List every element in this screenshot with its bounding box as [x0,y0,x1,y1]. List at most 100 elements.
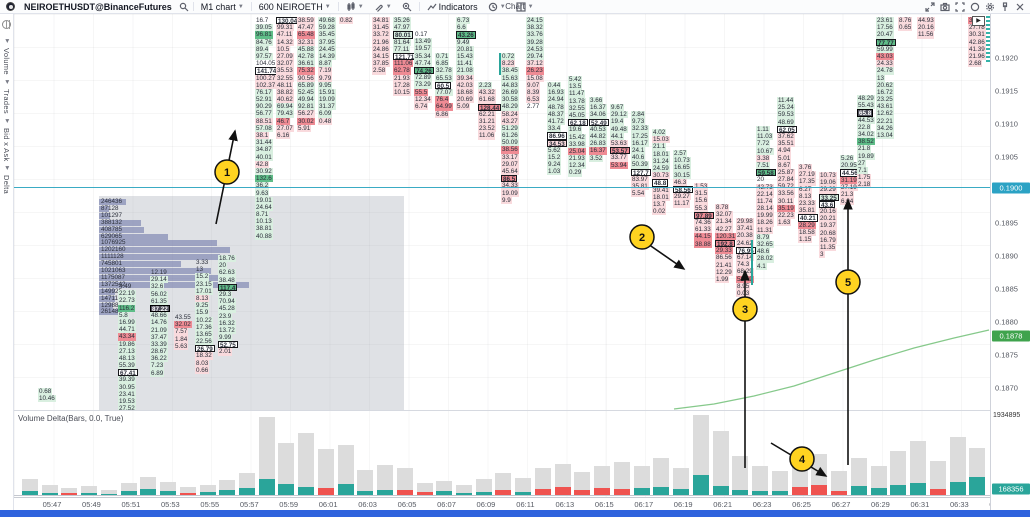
footprint-cell: 5.54 [631,190,646,198]
footprint-cell: 33.98 [568,140,586,148]
footprint-cell: 13.49 [414,38,432,46]
footprint-cell: 97.57 [255,52,273,61]
footprint-cell: 11.56 [917,31,935,39]
svg-text:3: 3 [742,304,748,316]
price-axis[interactable]: 0.1900 0.1878 1934895 168356 0.1920 0.191… [990,14,1030,510]
footprint-cell: 11.44 [777,97,795,105]
volume-profile-bar [99,240,217,247]
footprint-cell: 40.88 [255,232,273,240]
globe-icon[interactable] [2,20,11,29]
indicators-button[interactable]: Indicators [424,1,481,13]
footprint-cell: 31.21 [478,117,496,126]
footprint-cell: 48.69 [777,118,795,126]
footprint-cell: 2.01 [218,348,233,356]
footprint-cell: 32.31 [297,38,315,46]
gear-icon[interactable] [985,2,995,12]
footprint-cell: 16.37 [589,104,607,112]
pin-icon[interactable] [1000,1,1010,12]
alert-button[interactable]: ▼ [485,1,509,13]
draw-tool-button[interactable]: ▼ [371,1,395,13]
annotation-circle-4[interactable]: 4 [789,446,815,472]
footprint-cell: 20.21 [819,215,837,223]
footprint-cell: 8.67 [777,161,792,169]
footprint-cell: 61.26 [501,132,519,140]
footprint-cell: 2.23 [478,82,493,90]
footprint-cell: 12.29 [715,268,733,276]
footprint-cell: 2.18 [857,181,872,189]
footprint-cell: 34.06 [589,111,607,119]
chart-type-button[interactable]: ▼ [343,1,367,13]
time-axis[interactable]: 05:47 05:49 05:51 05:53 05:55 05:57 05:59 06:01… [14,497,1008,510]
price-tick-label: 0.1890 [995,251,1018,261]
fullscreen-icon[interactable] [955,1,965,12]
footprint-cell: 18.32 [195,352,213,360]
footprint-cell: 3 [968,17,974,25]
contract-button[interactable]: 600 NEIROETH ▼ [258,1,331,12]
zoom-in-button[interactable] [399,1,415,13]
footprint-cell: 40.6 [631,154,646,162]
footprint-cell: 33.25 [819,193,839,202]
chart-area[interactable]: ▶ 246436 87128 101297 388132 408785 629065 107… [14,14,1008,510]
footprint-cell: 11.47 [568,90,586,98]
footprint-cell: 15.03 [652,136,670,144]
footprint-cell: 57.08 [255,124,273,132]
delta-volume-bar [515,478,531,495]
sidebar-item-trades[interactable]: Trades [2,88,11,114]
footprint-column: 23.61 17.56 20.47 77.77 59.99 43.03 24.33 24.78… [876,17,896,140]
footprint-cell: 33.72 [372,31,390,39]
delta-positive-bar [200,492,216,495]
close-icon[interactable] [1015,2,1025,12]
footprint-cell: 49.94 [297,96,315,104]
delta-positive-bar [22,491,38,495]
camera-icon[interactable] [940,2,950,12]
symbol-button[interactable]: NEIROETHUSDT@BinanceFutures [24,1,172,12]
footprint-cell: 104.05 [256,60,276,68]
footprint-cell: 21.93 [568,155,586,163]
time-tick-label: 05:47 [42,500,62,509]
footprint-cell: 40.62 [276,96,294,104]
footprint-cell: 9.9 [501,196,512,204]
footprint-cell: 24.78 [876,67,894,75]
footprint-column: 38.59 47.47 65.48 32.31 45.88 42.78 36.61 75.32… [297,17,315,132]
footprint-cell: 55.3 [694,204,709,212]
footprint-cell: 29.98 [736,218,754,226]
delta-positive-bar [732,490,748,495]
search-icon[interactable] [179,2,189,12]
layout-button[interactable]: ▼ [513,1,537,13]
replay-icon[interactable]: ▶ [972,16,985,26]
exchange-logo-icon[interactable] [6,2,15,11]
delta-volume-bar [495,473,511,495]
volume-delta-pane[interactable]: Volume Delta(Bars, 0.0, True) [14,410,990,497]
sidebar-item-bidxask[interactable]: Bid x Ask [2,127,11,162]
footprint-cell: 120.31 [715,232,737,240]
annotation-circle-1[interactable]: 1 [214,159,240,185]
time-tick-label: 06:27 [831,500,851,509]
footprint-cell: 7.72 [756,140,771,148]
footprint-cell: 8.95 [736,282,751,290]
footprint-cell: 5.42 [568,76,583,84]
price-tick-label: 0.1880 [995,317,1018,327]
footprint-cell: 21.41 [715,261,733,269]
expand-arrows-icon[interactable] [925,1,935,12]
footprint-cell: 127.7 [631,168,651,177]
indicator-label[interactable]: Volume Delta(Bars, 0.0, True) [18,414,124,423]
sidebar-item-delta[interactable]: Delta [2,175,11,195]
annotation-circle-2[interactable]: 2 [629,224,655,250]
footprint-cell: 29.33 [715,247,733,255]
annotation-circle-3[interactable]: 3 [732,296,758,322]
profile-selection-box[interactable] [99,196,404,410]
annotation-circle-5[interactable]: 5 [835,269,861,295]
footprint-cell: 44.82 [589,132,607,141]
footprint-cell: 28.14 [756,205,774,213]
footprint-cell: 34.02 [857,130,875,139]
volume-profile-bar [99,268,211,274]
price-pane[interactable]: ▶ 246436 87128 101297 388132 408785 629065 107… [14,14,990,410]
indicators-icon [427,2,437,12]
sidebar-item-volume[interactable]: Volume [2,48,11,75]
clock-icon [488,2,498,12]
footprint-cell: 13.04 [876,132,894,140]
timeframe-button[interactable]: M1 chart ▼ [200,1,244,12]
theme-circle-icon[interactable] [970,2,980,12]
footprint-cell: 29.3 [218,290,233,299]
footprint-column: 3.66 16.37 34.06 52.49 40.53 44.82 26.83 16.37 3… [589,97,609,162]
